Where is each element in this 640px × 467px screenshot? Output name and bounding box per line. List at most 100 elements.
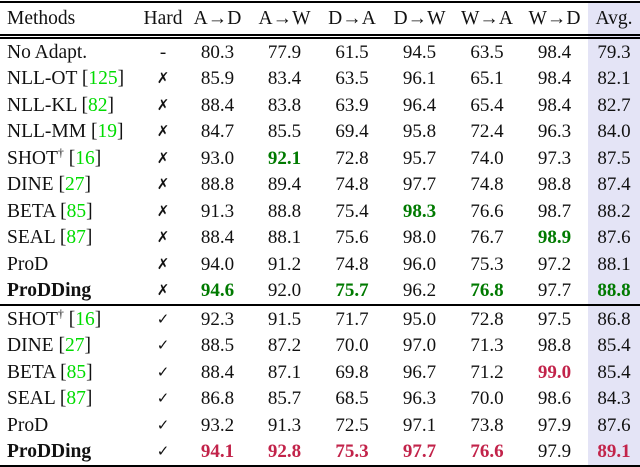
- score-cell: 92.3: [184, 304, 251, 333]
- citation-bracket-open: [: [76, 94, 89, 116]
- score-cell: 95.0: [386, 304, 453, 333]
- avg-score-cell: 89.1: [588, 438, 640, 467]
- score-cell: 72.4: [470, 121, 504, 143]
- score-cell: 86.8: [200, 388, 235, 410]
- score-cell: 94.1: [184, 438, 251, 467]
- score-cell: 94.0: [200, 253, 235, 275]
- score-cell: 84.7: [200, 121, 235, 143]
- citation-bracket-close: ]: [86, 200, 93, 222]
- score-cell: 98.4: [537, 68, 572, 90]
- avg-score-cell: 85.4: [588, 332, 640, 359]
- score-cell: 75.7: [335, 280, 369, 302]
- cross-mark-icon: ✗: [156, 254, 170, 273]
- method-cell: SEAL [87]: [0, 386, 142, 413]
- avg-score-cell: 82.1: [588, 65, 640, 92]
- citation-bracket-open: [: [63, 147, 76, 169]
- score-cell: 88.4: [200, 94, 235, 116]
- score-cell: 85.7: [267, 388, 302, 410]
- score-cell: 88.4: [200, 227, 235, 249]
- score-cell: 76.6: [453, 438, 521, 467]
- table-row: BETA [85] ✗ 91.3 88.8 75.4 98.3 76.6 98.7 88.2: [0, 198, 640, 225]
- method-cell: SHOT† [16]: [0, 304, 142, 333]
- score-cell: 89.4: [267, 174, 302, 196]
- score-cell: 80.3: [200, 41, 235, 63]
- citation-number: 87: [66, 388, 86, 409]
- citation-number: 16: [75, 147, 95, 169]
- method-name: SHOT: [7, 147, 58, 169]
- score-cell: 91.3: [267, 414, 302, 436]
- score-cell: 72.8: [335, 147, 369, 169]
- citation-bracket-close: ]: [85, 227, 93, 248]
- table-row: NLL-MM [19] ✗ 84.7 85.5 69.4 95.8 72.4 96.3 84.0: [0, 118, 640, 145]
- score-cell: 72.5: [335, 414, 369, 436]
- method-cell: ProDDing: [0, 438, 142, 467]
- score-cell: 97.1: [402, 414, 437, 436]
- method-name: DINE: [7, 174, 54, 195]
- score-cell: 83.8: [267, 94, 302, 116]
- table-row: SHOT† [16] ✓ 92.3 91.5 71.7 95.0 72.8 97.5 86.8: [0, 304, 640, 333]
- method-cell: ProDDing: [0, 278, 142, 306]
- citation-number: 27: [64, 335, 85, 356]
- check-mark-icon: ✓: [142, 304, 184, 333]
- score-cell: 92.0: [267, 280, 302, 302]
- check-mark-icon: ✓: [156, 336, 170, 355]
- score-cell: 97.7: [537, 280, 572, 302]
- score-cell: 63.5: [470, 41, 504, 63]
- avg-score-cell: 87.6: [588, 412, 640, 439]
- avg-score-cell: 79.3: [588, 36, 640, 66]
- column-header-methods: Methods: [0, 1, 142, 39]
- method-name: BETA: [7, 361, 56, 383]
- column-header-d-w: D→W: [386, 1, 453, 39]
- score-cell: 94.5: [402, 41, 437, 63]
- check-mark-icon: ✓: [156, 389, 170, 408]
- score-cell: 98.0: [402, 227, 437, 249]
- method-name: SEAL: [7, 227, 56, 248]
- score-cell: 98.4: [537, 41, 572, 63]
- column-header-a-d: A→D: [184, 1, 251, 39]
- citation-bracket-close: ]: [85, 388, 93, 409]
- score-cell: 61.5: [335, 41, 369, 63]
- score-cell: 92.8: [251, 438, 318, 467]
- citation-bracket-open: [: [55, 388, 67, 409]
- citation-bracket-open: [: [86, 121, 98, 142]
- avg-score-cell: 84.0: [588, 118, 640, 145]
- table-row: ProDDing ✓ 94.1 92.8 75.3 97.7 76.6 97.9 89.1: [0, 438, 640, 467]
- citation-number: 82: [88, 94, 108, 116]
- score-cell: 71.7: [318, 304, 386, 333]
- citation-bracket-open: [: [63, 308, 76, 330]
- score-cell: 88.8: [267, 200, 302, 222]
- method-cell: NLL-OT [125]: [0, 66, 142, 93]
- score-cell: 75.6: [335, 227, 369, 249]
- score-cell: 72.8: [453, 304, 521, 333]
- score-cell: 77.9: [267, 41, 302, 63]
- score-cell: 68.5: [335, 388, 369, 410]
- method-name: NLL-OT: [7, 68, 78, 89]
- score-cell: 97.9: [521, 438, 588, 467]
- score-cell: 93.2: [200, 414, 235, 436]
- score-cell: 74.8: [335, 253, 369, 275]
- citation-bracket-close: ]: [94, 147, 102, 169]
- column-header-a-w: A→W: [251, 1, 318, 39]
- cross-mark-icon: ✗: [156, 228, 170, 247]
- method-cell: BETA [85]: [0, 359, 142, 386]
- table-row: SEAL [87] ✗ 88.4 88.1 75.6 98.0 76.7 98.9 87.6: [0, 224, 640, 251]
- score-cell: 85.5: [267, 121, 302, 143]
- score-cell: 98.8: [537, 335, 572, 357]
- table-row: NLL-OT [125] ✗ 85.9 83.4 63.5 96.1 65.1 98.4 82.…: [0, 65, 640, 93]
- citation-number: 27: [64, 174, 85, 195]
- method-cell: BETA [85]: [0, 198, 142, 225]
- score-cell: 88.4: [200, 361, 235, 383]
- score-cell: 65.1: [470, 68, 504, 90]
- avg-score-cell: 87.5: [588, 145, 640, 172]
- score-cell: 98.4: [537, 94, 572, 116]
- cross-mark-icon: ✗: [156, 175, 170, 194]
- score-cell: 98.3: [402, 200, 437, 222]
- score-cell: 98.6: [537, 388, 572, 410]
- score-cell: 95.8: [402, 121, 437, 143]
- score-cell: 73.8: [470, 414, 504, 436]
- score-cell: 87.2: [267, 335, 302, 357]
- score-cell: 93.0: [200, 147, 235, 169]
- citation-bracket-open: [: [77, 68, 89, 89]
- score-cell: 91.2: [267, 253, 302, 275]
